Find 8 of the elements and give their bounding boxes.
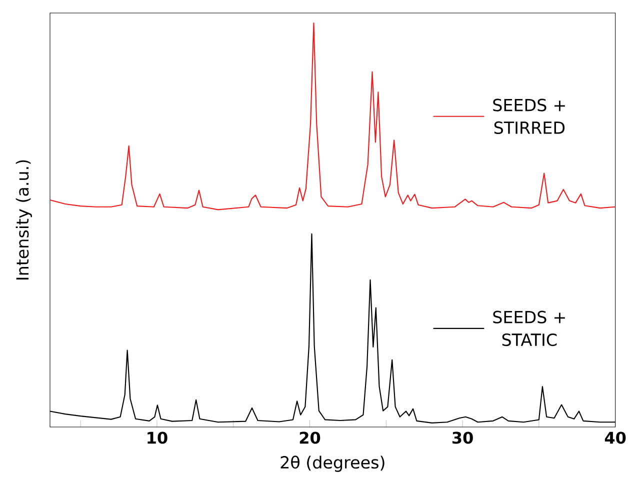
x-tick-label: 30	[452, 432, 473, 444]
x-axis-title: 2θ (degrees)	[280, 456, 384, 472]
x-tick-label: 10	[148, 432, 168, 444]
x-tick-label: 20	[300, 432, 320, 444]
legend-label: SEEDS + STIRRED	[493, 98, 565, 134]
y-axis-title: Intensity (a.u.)	[16, 160, 32, 280]
legend-label: SEEDS + STATIC	[493, 310, 565, 346]
x-tick-label: 40	[604, 432, 626, 444]
